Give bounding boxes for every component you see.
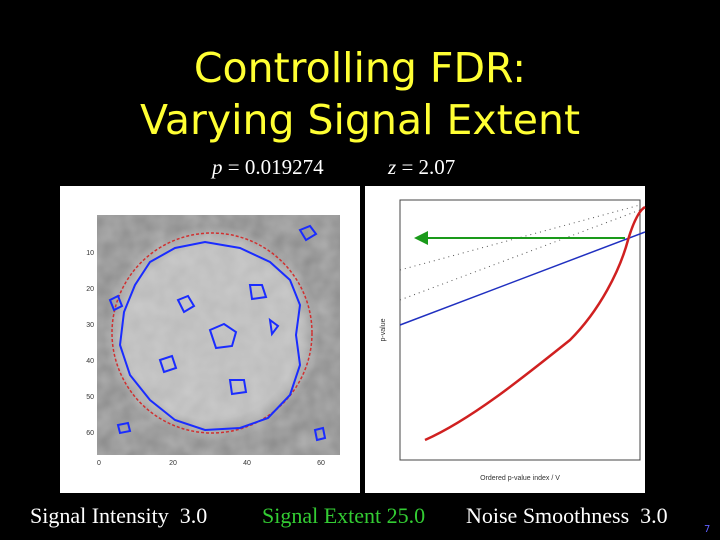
page-number: 7 [704, 524, 711, 535]
arrow-head [414, 231, 428, 245]
x-tick-label: 20 [169, 460, 177, 467]
z-stat: z = 2.07 [388, 155, 455, 180]
fdr-threshold-line [399, 231, 646, 326]
contour-specks [108, 224, 327, 442]
y-tick-label: 40 [86, 358, 94, 365]
plot-frame [399, 199, 641, 461]
y-tick-label: 30 [86, 322, 94, 329]
title-line: Controlling FDR: [193, 44, 527, 92]
z-value: = 2.07 [401, 155, 456, 179]
y-tick-label: 10 [86, 250, 94, 257]
right-panel [365, 186, 645, 493]
sorted-pvalues [424, 205, 646, 442]
y-tick-label: 50 [86, 394, 94, 401]
z-symbol: z [388, 155, 397, 179]
footer-intensity: Signal Intensity 3.0 [30, 503, 208, 528]
x-tick-label: 0 [97, 460, 101, 467]
x-tick-label: 60 [317, 460, 325, 467]
y-axis-label: p-value [380, 318, 387, 341]
detected-contour [118, 240, 302, 432]
y-tick-label: 20 [86, 286, 94, 293]
p-symbol: p [212, 155, 223, 179]
x-axis-label: Ordered p-value index / V [480, 475, 560, 482]
x-tick-label: 40 [243, 460, 251, 467]
true-signal-outline [111, 232, 313, 434]
p-stat: p = 0.019274 [212, 155, 324, 180]
y-tick-label: 60 [86, 430, 94, 437]
footer-smoothness: Noise Smoothness 3.0 [466, 503, 668, 528]
title-line: Varying Signal Extent [139, 96, 581, 144]
contour-holes [158, 284, 280, 396]
p-value: = 0.019274 [227, 155, 324, 179]
footer-extent: Signal Extent 25.0 [262, 503, 426, 528]
